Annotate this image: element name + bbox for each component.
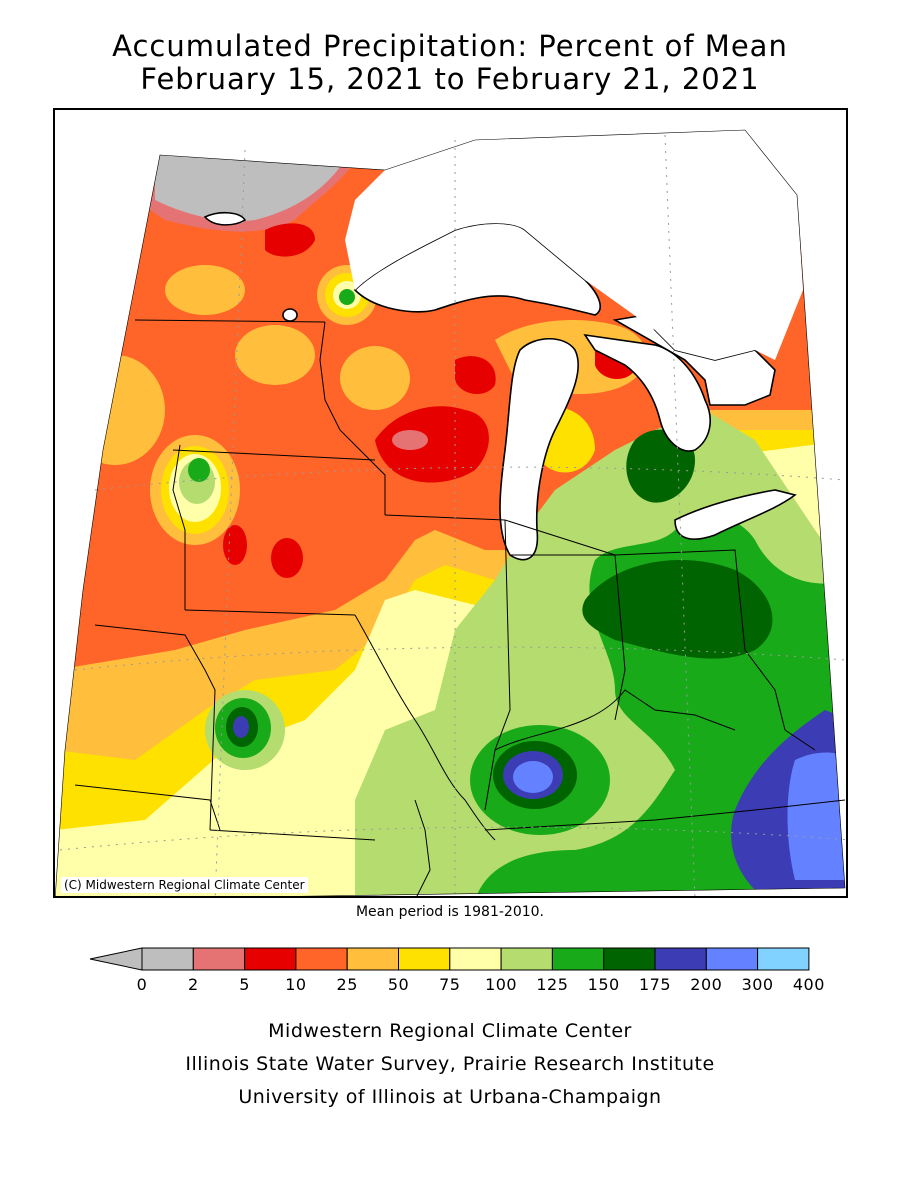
domain-outline [55,129,846,896]
wv-va-border [784,729,816,751]
field-125-150-sd [188,458,210,482]
field-25-50-mn-2 [340,346,410,410]
sd-ne-ia-border [172,444,186,610]
date-range-subtitle: February 15, 2021 to February 21, 2021 [140,62,760,96]
il-in-border [484,519,511,811]
ky-tn-border [484,799,846,831]
field-25-50-nd [165,265,245,315]
grid-lat-1 [94,466,846,491]
legend-tick-label: 400 [793,975,825,994]
field-5-10-north-wi [455,356,496,395]
red-lake [282,308,298,322]
legend-tick-label: 5 [239,975,250,994]
legend-tick-label: 2 [188,975,199,994]
ne-ks-border [94,624,216,831]
field-150-175-ohio [582,560,773,659]
legend-tick-label: 175 [639,975,671,994]
field-5-10-iowa-2 [271,538,303,578]
field-200-300-illinois [513,761,553,793]
legend-tick-label: 300 [742,975,774,994]
map-title: Accumulated Precipitation: Percent of Me… [112,29,788,63]
sd-mn-ia-border [172,449,376,461]
footer-university: University of Illinois at Urbana-Champai… [238,1086,662,1108]
legend-swatch-1 [192,947,246,971]
lake-superior [353,222,601,316]
legend-swatch-7 [500,947,553,971]
mo-ar-ms-border [414,799,431,896]
grid-lat-3 [59,826,846,851]
field-5-10-wisconsin [375,406,489,483]
legend-tick-label: 150 [588,975,620,994]
copyright-notice: (C) Midwestern Regional Climate Center [61,877,308,893]
legend-swatch-0 [141,947,194,971]
ohio-river-border [494,689,736,751]
legend-tick-label: 75 [439,975,460,994]
mississippi-river-border [354,614,496,841]
legend-tick-label: 50 [388,975,409,994]
footer-org: Midwestern Regional Climate Center [268,1020,632,1042]
state-boundaries [74,319,846,896]
legend-swatch-8 [551,947,605,971]
great-lakes [203,211,797,561]
color-legend: 0 2 5 10 25 50 75 100 125 150 175 200 300 400 [89,947,825,994]
lake-huron [583,333,711,452]
field-125-150-duluth [339,289,355,305]
legend-under-triangle [89,947,143,971]
oh-wv-border [744,649,786,731]
legend-swatch-12 [757,947,810,971]
nd-sd-border [134,319,326,323]
mean-period-note: Mean period is 1981-2010. [355,904,545,920]
legend-swatch-4 [346,947,400,971]
legend-swatch-9 [603,947,656,971]
legend-swatch-5 [398,947,451,971]
precipitation-map: (C) Midwestern Regional Climate Center [53,108,848,898]
in-oh-border [510,554,626,721]
legend-tick-label: 200 [690,975,722,994]
mo-ar-border [209,829,376,841]
field-25-50-sd-west [65,355,165,465]
legend-swatch-10 [654,947,707,971]
field-5-10-iowa-1 [223,525,247,565]
field-200-300 [787,752,845,880]
canada-region [345,130,803,360]
lake-erie [674,489,797,540]
map-canvas [55,129,846,896]
legend-tick-label: 25 [337,975,358,994]
graticule [59,134,846,896]
field-0-2-nw [155,150,345,221]
field-25-50-mn [235,325,315,385]
legend-swatch-3 [295,947,348,971]
footer-survey: Illinois State Water Survey, Prairie Res… [185,1053,715,1075]
ks-ok-border [74,784,221,831]
field-5-10-nw [265,223,315,257]
grid-lon-1 [214,149,246,896]
field-175-200-missouri [233,716,249,738]
mn-wi-border [319,321,386,515]
legend-tick-label: 125 [536,975,568,994]
legend-swatch-11 [705,947,759,971]
lake-of-woods [203,211,247,226]
field-2-5-wisconsin [392,430,428,450]
legend-swatch-2 [244,947,297,971]
legend-swatch-6 [449,947,502,971]
legend-tick-label: 10 [285,975,306,994]
ia-mo-border [184,609,356,616]
legend-tick-label: 100 [485,975,517,994]
legend-tick-label: 0 [137,975,148,994]
mi-oh-border [614,549,746,651]
